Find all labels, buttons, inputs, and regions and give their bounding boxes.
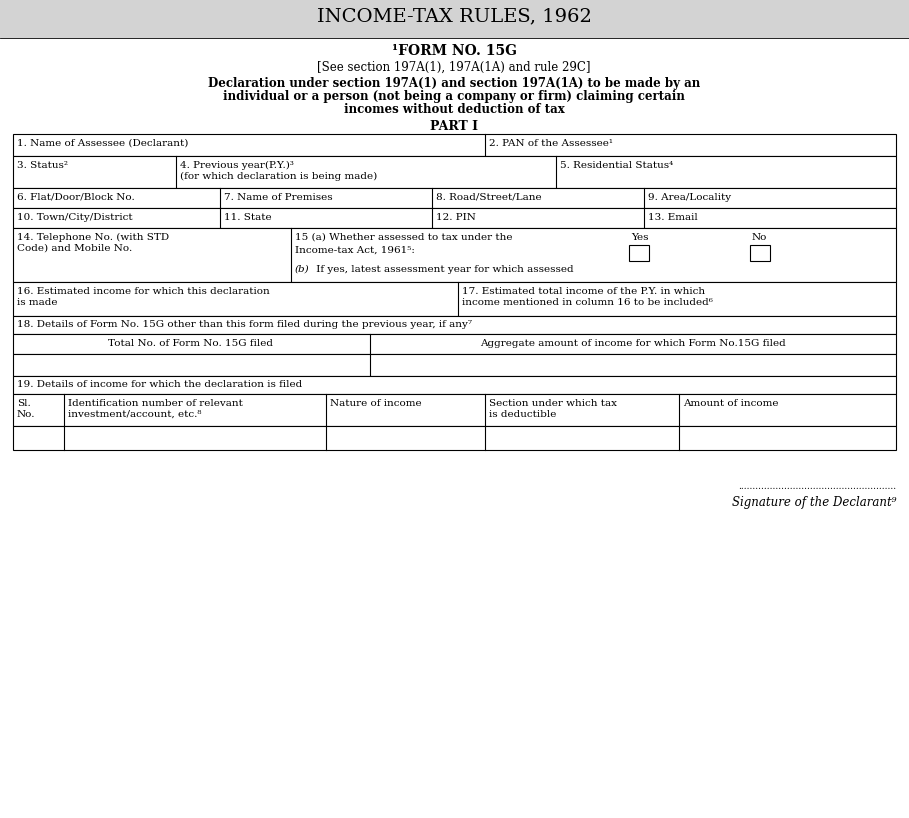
Text: 12. PIN: 12. PIN [436,213,476,222]
Bar [13,134,896,156]
Text: (b): (b) [295,265,310,274]
Text: 15 (a) Whether assessed to tax under the: 15 (a) Whether assessed to tax under the [295,233,513,242]
Bar [13,188,896,208]
Text: income mentioned in column 16 to be included⁶: income mentioned in column 16 to be incl… [462,298,713,307]
Text: Total No. of Form No. 15G filed: Total No. of Form No. 15G filed [108,339,274,348]
Bar [13,354,896,376]
Text: Aggregate amount of income for which Form No.15G filed: Aggregate amount of income for which For… [480,339,786,348]
Bar [13,208,896,228]
Bar [0,0,909,38]
Text: Identification number of relevant: Identification number of relevant [68,399,243,408]
Bar [13,376,896,394]
Text: 19. Details of income for which the declaration is filed: 19. Details of income for which the decl… [17,380,303,389]
Text: 18. Details of Form No. 15G other than this form filed during the previous year,: 18. Details of Form No. 15G other than t… [17,320,472,329]
Text: is made: is made [17,298,57,307]
Bar [13,228,896,282]
Text: 2. PAN of the Assessee¹: 2. PAN of the Assessee¹ [489,139,613,148]
Text: 17. Estimated total income of the P.Y. in which: 17. Estimated total income of the P.Y. i… [462,287,705,296]
Bar [13,394,896,426]
Text: Signature of the Declarant⁹: Signature of the Declarant⁹ [732,496,896,509]
Text: Section under which tax: Section under which tax [489,399,617,408]
Text: No: No [752,233,767,242]
Bar [13,334,896,354]
Text: Code) and Mobile No.: Code) and Mobile No. [17,244,132,253]
Text: Income-tax Act, 1961⁵:: Income-tax Act, 1961⁵: [295,246,415,255]
Text: No.: No. [17,410,35,419]
Text: INCOME-TAX RULES, 1962: INCOME-TAX RULES, 1962 [316,7,592,25]
Text: 11. State: 11. State [224,213,272,222]
Text: 7. Name of Premises: 7. Name of Premises [224,193,333,202]
Text: 10. Town/City/District: 10. Town/City/District [17,213,133,222]
Text: 14. Telephone No. (with STD: 14. Telephone No. (with STD [17,233,169,242]
Text: 4. Previous year(P.Y.)³: 4. Previous year(P.Y.)³ [180,161,294,170]
Bar [13,282,896,316]
Text: 9. Area/Locality: 9. Area/Locality [648,193,731,202]
Bar [750,245,770,261]
Text: is deductible: is deductible [489,410,556,419]
Bar [13,156,896,188]
Text: [See section 197A(1), 197A(1A) and rule 29C]: [See section 197A(1), 197A(1A) and rule … [317,61,591,74]
Text: 13. Email: 13. Email [648,213,698,222]
Text: Amount of income: Amount of income [683,399,778,408]
Text: 8. Road/Street/Lane: 8. Road/Street/Lane [436,193,542,202]
Text: (for which declaration is being made): (for which declaration is being made) [180,172,377,181]
Text: investment/account, etc.⁸: investment/account, etc.⁸ [68,410,202,419]
Text: individual or a person (not being a company or firm) claiming certain: individual or a person (not being a comp… [223,90,685,103]
Text: 1. Name of Assessee (Declarant): 1. Name of Assessee (Declarant) [17,139,188,148]
Bar [629,245,649,261]
Text: incomes without deduction of tax: incomes without deduction of tax [344,103,564,116]
Text: 6. Flat/Door/Block No.: 6. Flat/Door/Block No. [17,193,135,202]
Bar [13,426,896,450]
Text: 3. Status²: 3. Status² [17,161,68,170]
Text: If yes, latest assessment year for which assessed: If yes, latest assessment year for which… [313,265,574,274]
Text: PART I: PART I [430,120,478,133]
Text: Nature of income: Nature of income [330,399,422,408]
Text: ¹FORM NO. 15G: ¹FORM NO. 15G [392,44,516,58]
Text: Sl.: Sl. [17,399,31,408]
Text: Declaration under section 197A(1) and section 197A(1A) to be made by an: Declaration under section 197A(1) and se… [208,77,700,90]
Text: Yes: Yes [631,233,648,242]
Bar [13,316,896,334]
Text: 16. Estimated income for which this declaration: 16. Estimated income for which this decl… [17,287,270,296]
Text: .......................................................: ........................................… [738,482,896,491]
Text: 5. Residential Status⁴: 5. Residential Status⁴ [560,161,674,170]
